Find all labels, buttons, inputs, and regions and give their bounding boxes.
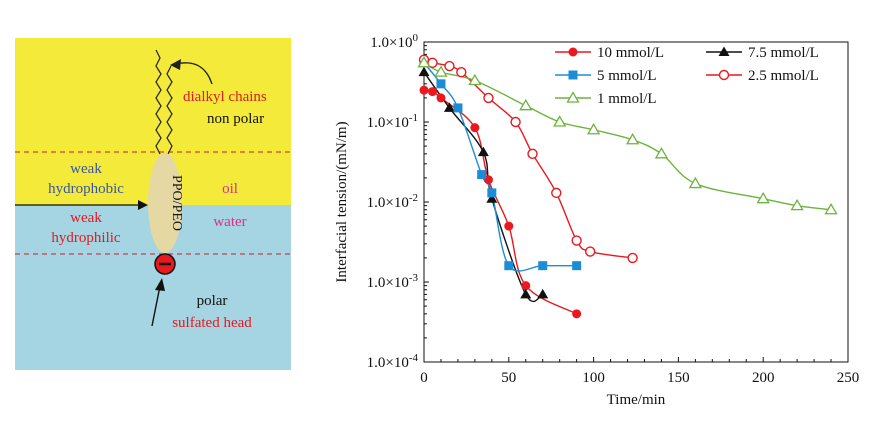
legend-marker	[568, 47, 578, 57]
ppo-peo-label: PPO/PEO	[169, 175, 184, 231]
x-tick-label: 50	[501, 370, 516, 386]
data-point-4	[468, 73, 482, 86]
legend-label: 1 mmol/L	[597, 91, 657, 107]
series-line-3	[423, 59, 633, 259]
water-label: water	[213, 214, 246, 230]
x-tick-label: 150	[667, 370, 690, 386]
weak-hydrophilic-label-2: hydrophilic	[51, 230, 120, 246]
data-point-0	[470, 123, 480, 133]
x-tick-label: 0	[420, 370, 428, 386]
sulfated-head-label: sulfated head	[172, 315, 252, 331]
data-point-0	[521, 281, 531, 291]
weak-hydrophobic-label-1: weak	[70, 161, 102, 177]
data-point-2	[453, 103, 463, 113]
data-point-4	[417, 55, 431, 68]
legend-label: 7.5 mmol/L	[748, 45, 819, 61]
x-tick-label: 250	[837, 370, 860, 386]
data-point-2	[487, 188, 497, 198]
data-point-2	[504, 261, 514, 271]
ppo-peo-ellipse	[148, 153, 182, 253]
data-point-3	[456, 66, 467, 78]
data-point-4	[553, 115, 567, 127]
y-tick-label: 1.0×10-3	[367, 272, 419, 291]
data-point-3	[427, 57, 438, 68]
y-tick-label: 1.0×100	[370, 32, 418, 51]
data-point-4	[790, 198, 804, 211]
y-tick-label: 1.0×10-1	[367, 112, 418, 131]
data-point-2	[538, 261, 548, 271]
legend-label: 5 mmol/L	[597, 68, 657, 84]
alkyl-chain-1	[155, 49, 162, 155]
data-point-2	[477, 170, 487, 180]
data-point-4	[756, 191, 770, 204]
dialkyl-chains-label: dialkyl chains	[183, 89, 267, 105]
data-point-4	[654, 147, 669, 159]
interfacial-tension-chart: 0 50 100 150 200 250 1.0×10-4 1.0×10-3 1.0×10-2 1…	[334, 32, 859, 408]
legend: 10 mmol/L 7.5 mmol/L 5 mmol/L 2.5 mmol/L 1 m…	[555, 45, 819, 107]
alkyl-chain-2	[166, 65, 173, 155]
data-point-3	[527, 148, 538, 160]
data-point-3	[571, 235, 582, 246]
oil-label: oil	[222, 181, 238, 197]
data-point-3	[510, 116, 521, 128]
y-tick-label: 1.0×10-4	[367, 352, 419, 371]
chain-arrow-head	[170, 59, 181, 70]
data-point-4	[586, 122, 601, 135]
weak-hydrophobic-label-2: hydrophobic	[48, 181, 124, 197]
x-tick-label: 100	[582, 370, 605, 386]
legend-label: 10 mmol/L	[597, 45, 664, 61]
data-point-1	[418, 66, 430, 77]
data-point-3	[444, 60, 455, 72]
y-axis-label: Interfacial tension/(mN/m)	[334, 121, 350, 282]
data-point-2	[572, 261, 582, 271]
data-point-3	[483, 92, 494, 104]
x-axis-label: Time/min	[607, 392, 666, 408]
data-point-3	[551, 187, 562, 199]
data-point-0	[436, 93, 446, 103]
legend-marker	[718, 46, 730, 56]
x-tick-label: 200	[752, 370, 775, 386]
data-point-3	[585, 246, 596, 257]
interface-arrow-head	[138, 200, 148, 210]
data-point-3	[627, 252, 638, 264]
data-point-0	[572, 309, 582, 319]
y-tick-label: 1.0×10-2	[367, 192, 418, 211]
data-point-4	[625, 132, 640, 145]
head-arrow-head	[155, 278, 165, 291]
series-line-0	[423, 89, 577, 315]
series-line-2	[423, 62, 577, 272]
series-markers	[417, 54, 838, 319]
data-point-1	[477, 146, 489, 157]
data-point-4	[519, 98, 533, 111]
axis-ticks: 0 50 100 150 200 250 1.0×10-4 1.0×10-3 1.0×10-2 1…	[367, 32, 860, 386]
legend-label: 2.5 mmol/L	[748, 68, 819, 84]
surfactant-schematic: PPO/PEO dialkyl chains non polar weak hy…	[15, 38, 291, 370]
data-point-0	[504, 221, 514, 231]
weak-hydrophilic-label-1: weak	[70, 210, 102, 226]
data-point-4	[688, 176, 702, 189]
data-point-0	[483, 175, 493, 185]
data-point-1	[520, 288, 532, 299]
data-point-1	[537, 288, 549, 299]
series-line-4	[423, 62, 832, 211]
data-point-4	[434, 65, 448, 77]
head-arrow-line	[151, 285, 161, 327]
data-point-0	[427, 87, 437, 97]
data-point-0	[419, 85, 429, 95]
legend-marker	[718, 69, 730, 81]
data-point-4	[824, 202, 838, 215]
legend-marker	[568, 70, 578, 80]
polar-label: polar	[197, 293, 228, 309]
data-point-2	[436, 79, 446, 89]
legend-marker	[566, 91, 580, 103]
data-point-1	[443, 102, 455, 112]
non-polar-label: non polar	[207, 111, 264, 127]
data-point-1	[486, 193, 498, 203]
